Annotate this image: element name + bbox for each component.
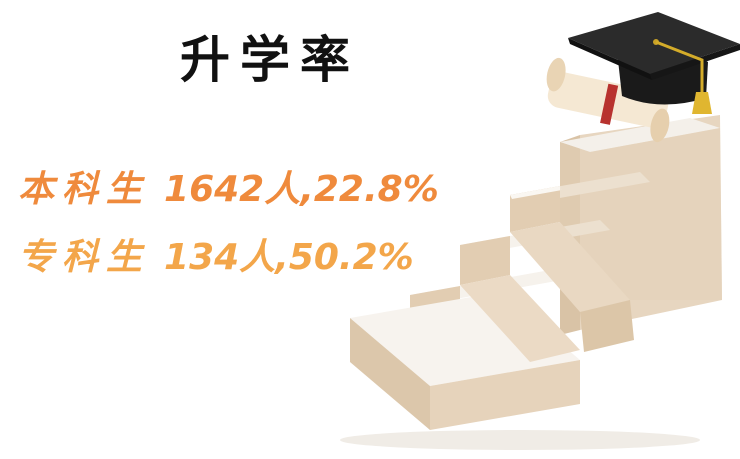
stat-undergraduate: 本科生 1642人,22.8% bbox=[18, 160, 439, 212]
stat-label: 本科生 bbox=[18, 169, 151, 210]
stat-value: 1642人,22.8% bbox=[164, 169, 439, 210]
stat-junior-college: 专科生 134人,50.2% bbox=[18, 228, 414, 280]
stat-value: 134人,50.2% bbox=[164, 237, 414, 278]
stat-label: 专科生 bbox=[18, 237, 151, 278]
staircase-illustration bbox=[340, 12, 740, 450]
graduation-cap-icon bbox=[568, 12, 740, 114]
page-title: 升学率 bbox=[180, 30, 360, 89]
diploma-scroll-icon bbox=[546, 57, 670, 143]
